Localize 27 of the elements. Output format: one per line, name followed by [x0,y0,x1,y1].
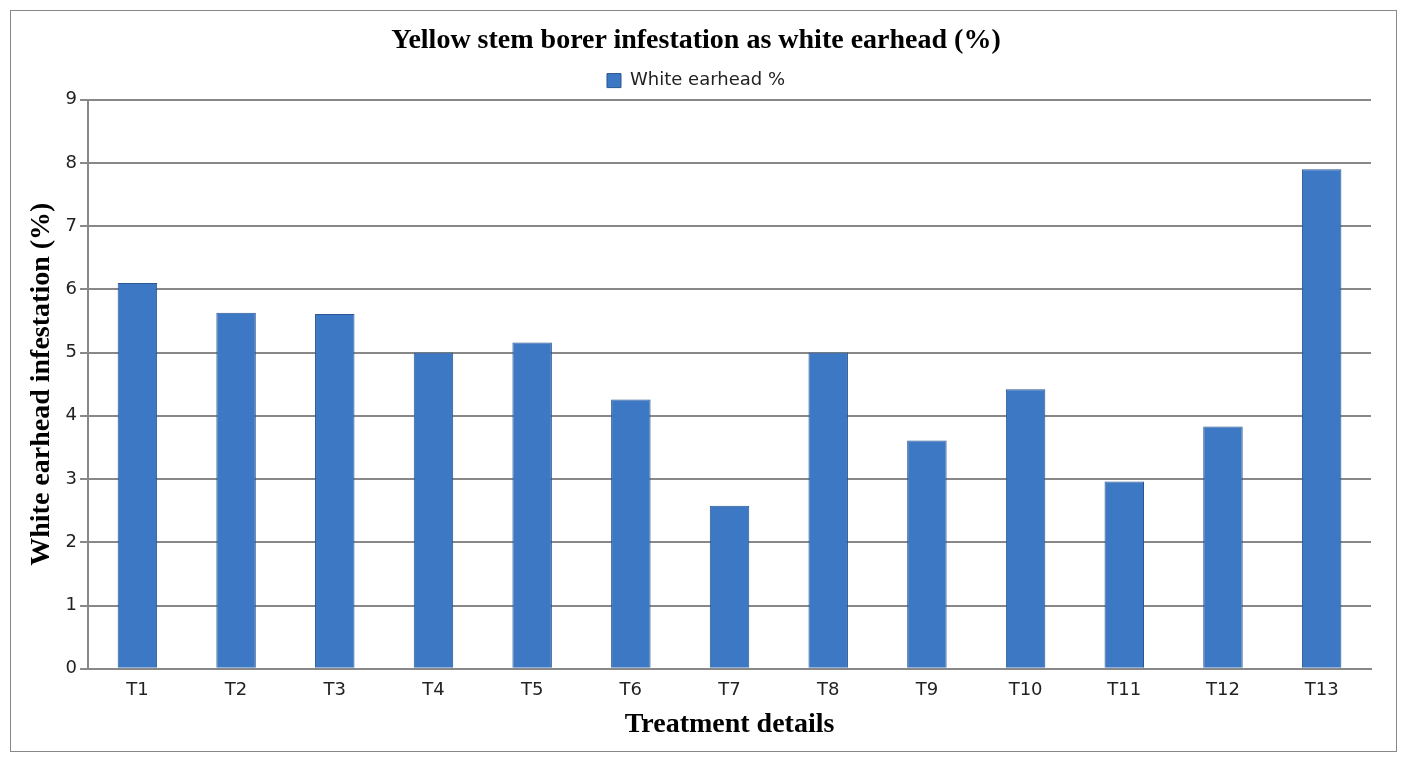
y-tick-label: 9 [65,87,78,109]
x-tick-label: T3 [322,678,346,700]
y-tick-label: 4 [65,403,78,425]
y-tick-label: 6 [65,277,78,299]
x-tick-label: T5 [519,678,544,700]
x-axis-title: Treatment details [624,707,835,739]
y-tick-label: 2 [65,529,78,551]
x-tick-label: T13 [1303,678,1339,700]
chart-title: Yellow stem borer infestation as white earhead (%) [391,23,1001,55]
x-tick-label: T10 [1007,678,1043,700]
y-tick-label: 3 [65,466,78,488]
x-tick-label: T8 [815,678,840,700]
x-tick-label: T1 [125,678,149,700]
x-tick-label: T12 [1205,678,1240,700]
x-tick-label: T9 [914,678,939,700]
x-tick-label: T6 [618,678,643,700]
legend-label: White earhead % [629,68,786,90]
y-tick-label: 8 [65,150,78,172]
y-tick-label: 0 [65,656,78,678]
x-tick-label: T11 [1106,678,1142,700]
y-tick-label: 5 [65,340,78,362]
y-tick-label: 1 [65,593,78,615]
x-tick-label: T4 [421,678,445,700]
x-tick-label: T7 [717,678,741,700]
y-tick-label: 7 [65,213,78,235]
y-axis-title: White earhead infestation (%) [24,202,56,566]
x-tick-label: T2 [223,678,248,700]
